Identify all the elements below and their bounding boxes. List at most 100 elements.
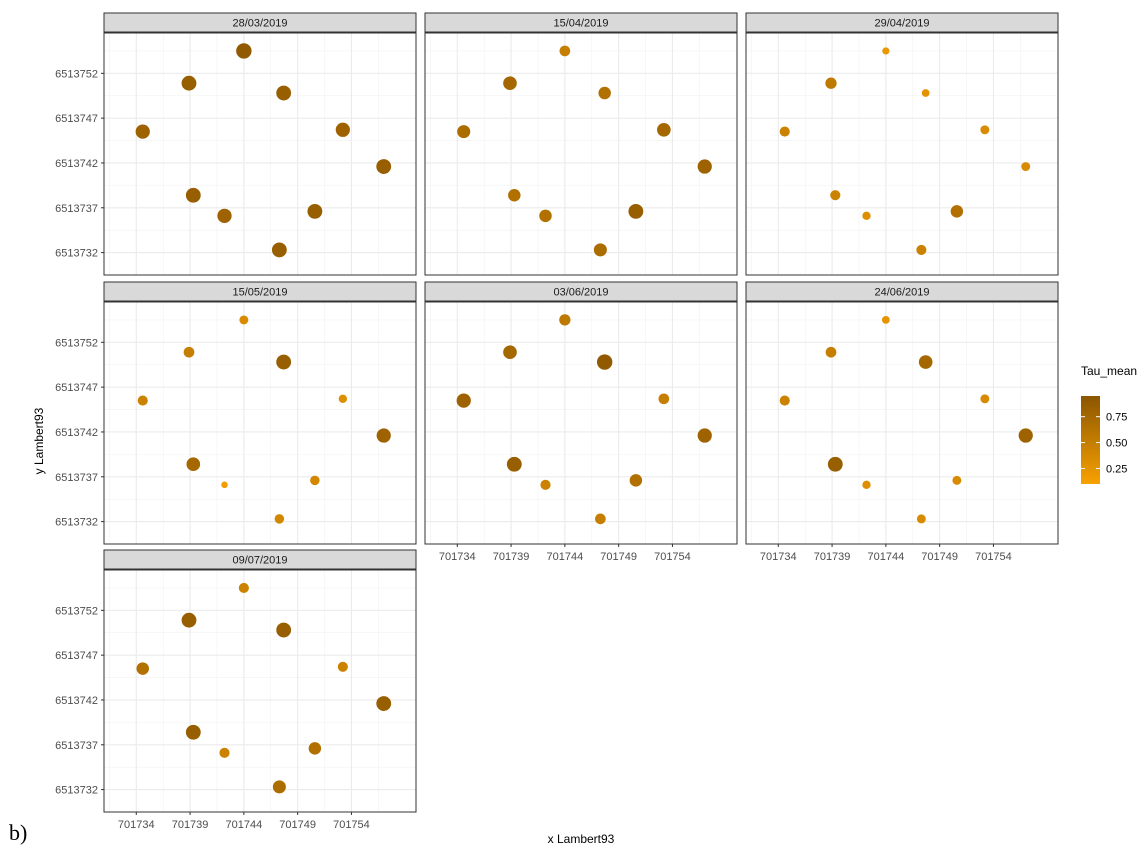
- y-tick-label: 6513752: [55, 337, 98, 349]
- y-tick-label: 6513742: [55, 427, 98, 439]
- data-point: [337, 661, 348, 672]
- data-point: [181, 612, 197, 628]
- panel-border: [103, 569, 417, 813]
- x-tick-label: 701749: [600, 551, 637, 563]
- data-point: [882, 47, 890, 55]
- x-tick-label: 701744: [547, 551, 584, 563]
- data-point: [862, 480, 871, 490]
- data-point: [239, 315, 249, 325]
- data-point: [697, 159, 712, 174]
- data-point: [335, 122, 350, 137]
- data-point: [629, 474, 643, 487]
- data-point: [559, 314, 571, 326]
- data-point: [658, 393, 670, 405]
- y-tick-label: 6513732: [55, 248, 98, 260]
- facet-panel: 28/03/2019 6513732 6513737 6513742 6513747 65…: [55, 12, 417, 276]
- data-point: [503, 345, 517, 360]
- panel-background: [104, 302, 416, 544]
- data-point: [697, 428, 712, 443]
- data-point: [827, 456, 843, 472]
- facet-date-label: 15/04/2019: [553, 18, 608, 30]
- data-point: [135, 124, 150, 139]
- data-point: [779, 395, 790, 406]
- data-point: [595, 513, 606, 525]
- y-tick-label: 6513747: [55, 382, 98, 394]
- x-tick-label: 701739: [814, 551, 851, 563]
- facet-strip: [424, 12, 738, 33]
- x-tick-label: 701749: [279, 819, 316, 831]
- data-point: [185, 187, 201, 203]
- panel-border: [424, 301, 738, 545]
- facet-panel: 15/04/2019: [424, 12, 738, 276]
- data-point: [276, 354, 292, 370]
- data-point: [183, 346, 195, 358]
- data-point: [628, 203, 644, 219]
- y-tick-label: 6513737: [55, 472, 98, 484]
- data-point: [950, 205, 964, 218]
- data-point: [540, 479, 551, 490]
- panel-background: [104, 33, 416, 275]
- data-point: [593, 243, 607, 257]
- data-point: [236, 43, 252, 59]
- data-point: [185, 724, 201, 740]
- data-point: [825, 77, 837, 89]
- data-point: [137, 395, 148, 406]
- data-point: [308, 742, 322, 755]
- legend-colorbar: [1081, 396, 1100, 484]
- x-tick-label: 701749: [921, 551, 958, 563]
- facet-date-label: 29/04/2019: [874, 18, 929, 30]
- facet-panel: 03/06/2019 701734 701739 701744 701749 701754: [424, 281, 738, 563]
- y-tick-label: 6513737: [55, 203, 98, 215]
- data-point: [457, 125, 471, 139]
- data-point: [508, 188, 521, 202]
- legend-tick-label: 0.50: [1106, 438, 1127, 450]
- legend-title: Tau_mean: [1081, 364, 1137, 378]
- facet-strip: [103, 12, 417, 33]
- y-tick-label: 6513732: [55, 517, 98, 529]
- data-point: [338, 394, 348, 403]
- y-axis-title: y Lambert93: [32, 407, 46, 474]
- panel-background: [746, 33, 1058, 275]
- facet-panel: 24/06/2019 701734 701739 701744 701749 701754: [745, 281, 1059, 563]
- facet-strip: [103, 281, 417, 302]
- data-point: [136, 662, 149, 675]
- data-point: [219, 747, 230, 758]
- data-point: [596, 354, 613, 370]
- facet-strip: [103, 549, 417, 570]
- data-point: [376, 159, 392, 174]
- data-point: [307, 203, 323, 219]
- data-point: [539, 209, 552, 223]
- data-point: [952, 475, 962, 485]
- data-point: [921, 89, 930, 97]
- y-tick-label: 6513737: [55, 740, 98, 752]
- data-point: [598, 86, 611, 100]
- facet-panel: 15/05/2019 6513732 6513737 6513742 6513747 65…: [55, 281, 417, 545]
- data-point: [916, 244, 927, 255]
- facet-strip: [424, 281, 738, 302]
- data-point: [1021, 162, 1031, 172]
- panel-border: [424, 32, 738, 276]
- data-point: [456, 393, 471, 408]
- data-point: [657, 122, 671, 137]
- data-point: [310, 475, 320, 486]
- x-tick-label: 701754: [975, 551, 1012, 563]
- y-tick-label: 6513747: [55, 650, 98, 662]
- data-point: [918, 355, 933, 369]
- facet-date-label: 15/05/2019: [232, 287, 287, 299]
- facet-date-label: 09/07/2019: [232, 555, 287, 567]
- x-tick-label: 701734: [118, 819, 155, 831]
- data-point: [186, 457, 201, 472]
- data-point: [559, 45, 571, 57]
- data-point: [221, 481, 228, 489]
- y-tick-label: 6513742: [55, 695, 98, 707]
- data-point: [881, 316, 890, 324]
- facet-date-label: 28/03/2019: [232, 18, 287, 30]
- data-point: [825, 346, 837, 358]
- x-tick-label: 701734: [760, 551, 797, 563]
- figure-label: b): [9, 820, 27, 845]
- facet-strip: [745, 12, 1059, 33]
- legend: Tau_mean 0.75 0.50 0.25: [1081, 364, 1137, 484]
- x-axis-title: x Lambert93: [548, 832, 615, 846]
- data-point: [830, 190, 841, 201]
